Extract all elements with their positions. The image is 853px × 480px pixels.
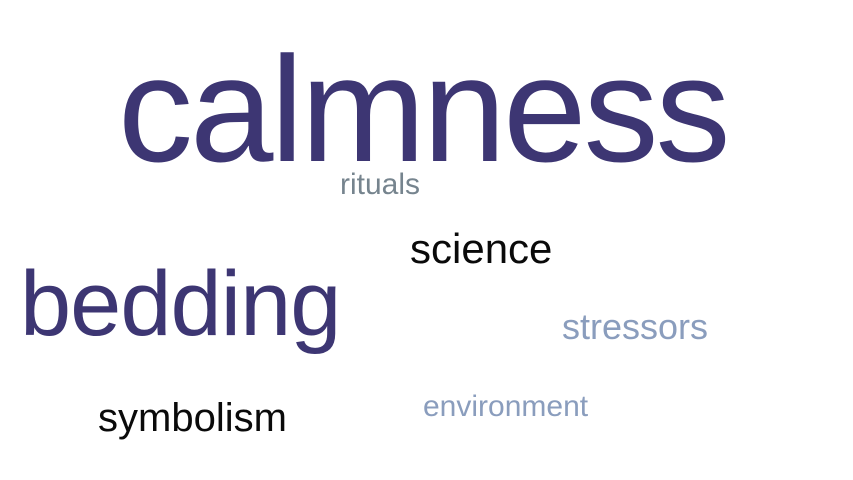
word-rituals: rituals bbox=[340, 168, 421, 201]
word-symbolism: symbolism bbox=[98, 396, 287, 440]
word-stressors: stressors bbox=[562, 306, 709, 347]
word-bedding: bedding bbox=[20, 253, 341, 355]
word-calmness: calmness bbox=[118, 25, 731, 193]
word-environment: environment bbox=[423, 390, 589, 423]
word-science: science bbox=[410, 225, 553, 272]
